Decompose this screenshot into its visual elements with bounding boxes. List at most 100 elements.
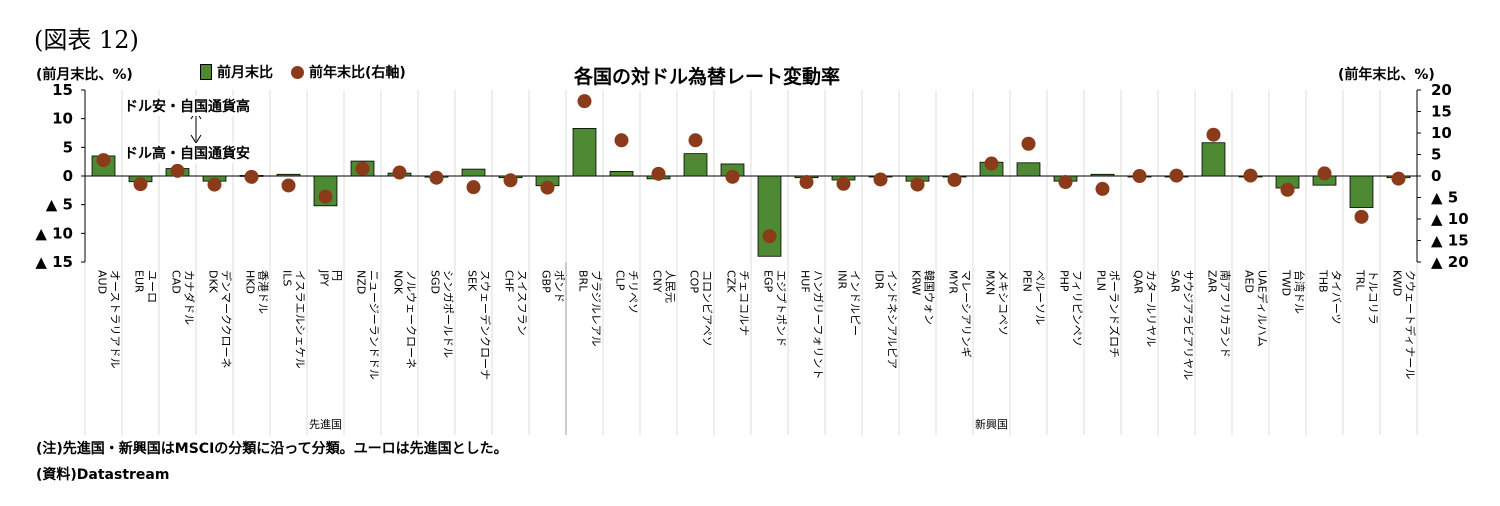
legend-item-dot: 前年末比(右軸) bbox=[291, 62, 406, 82]
category-name-label: スウェーデンクローナ bbox=[479, 270, 493, 380]
dot-czk bbox=[725, 169, 740, 184]
category-name-label: ニュージーランドドル bbox=[368, 270, 381, 380]
right-axis-unit: (前年末比、%) bbox=[1338, 67, 1435, 83]
legend-bar-label: 前月末比 bbox=[217, 65, 273, 81]
footnote: (注)先進国・新興国はMSCIの分類に沿って分類。ユーロは先進国とした。 bbox=[36, 441, 508, 457]
category-name-label: チェココルナ bbox=[738, 270, 751, 336]
category-code-label: PEN bbox=[1021, 270, 1034, 292]
legend-bar-swatch bbox=[200, 64, 212, 80]
dot-dkk bbox=[207, 177, 222, 192]
category-code-label: KRW bbox=[910, 270, 923, 295]
dot-qar bbox=[1132, 169, 1147, 183]
category-name-label: 香港ドル bbox=[257, 270, 270, 314]
category-code-label: PLN bbox=[1095, 270, 1108, 291]
category-code-label: INR bbox=[836, 270, 849, 289]
dot-pen bbox=[1021, 136, 1036, 151]
category-code-label: JPY bbox=[318, 269, 331, 287]
category-name-label: メキシコペソ bbox=[997, 270, 1010, 336]
category-code-label: PHP bbox=[1058, 270, 1071, 292]
category-code-label: ZAR bbox=[1206, 270, 1219, 293]
bar-zar bbox=[1201, 142, 1226, 177]
category-name-label: デンマーククローネ bbox=[220, 270, 234, 369]
dot-nok bbox=[392, 165, 407, 180]
right-axis-tick-label: 5 bbox=[1431, 146, 1441, 164]
category-code-label: COP bbox=[688, 270, 701, 293]
dot-kwd bbox=[1391, 171, 1406, 186]
source-note: (資料)Datastream bbox=[36, 467, 170, 483]
category-name-label: タイバーツ bbox=[1330, 270, 1343, 325]
dot-cny bbox=[651, 166, 666, 181]
category-name-label: オーストラリアドル bbox=[109, 270, 122, 368]
legend-item-bar: 前月末比 bbox=[200, 62, 273, 82]
right-axis-tick-label: ▲ 10 bbox=[1431, 210, 1469, 228]
category-code-label: DKK bbox=[207, 270, 220, 294]
dot-eur bbox=[133, 177, 148, 192]
category-code-label: CZK bbox=[725, 270, 738, 293]
bar-pen bbox=[1016, 162, 1041, 177]
category-code-label: QAR bbox=[1132, 270, 1145, 294]
category-name-label: トルコリラ bbox=[1367, 270, 1380, 325]
category-code-label: CAD bbox=[170, 270, 183, 294]
category-code-label: THB bbox=[1317, 269, 1330, 293]
dot-pln bbox=[1095, 181, 1110, 196]
chart-title: 各国の対ドル為替レート変動率 bbox=[574, 66, 841, 88]
right-axis-tick-label: 0 bbox=[1431, 167, 1441, 185]
bar-egp bbox=[757, 175, 782, 257]
dot-chf bbox=[503, 173, 518, 188]
category-name-label: ハンガリーフォリント bbox=[812, 270, 825, 379]
category-code-label: SEK bbox=[466, 270, 479, 292]
annotation-dollar-strong: ドル高・自国通貨安 bbox=[124, 143, 250, 163]
category-code-label: HUF bbox=[799, 270, 812, 293]
dot-cad bbox=[170, 163, 185, 178]
category-name-label: カナダドル bbox=[183, 270, 197, 325]
left-axis-tick-label: ▲ 15 bbox=[35, 253, 73, 271]
category-name-label: 台湾ドル bbox=[1293, 270, 1307, 314]
figure-label: (図表 12) bbox=[34, 26, 139, 54]
dot-brl bbox=[577, 94, 592, 109]
right-axis-tick-label: 15 bbox=[1431, 103, 1452, 121]
dot-cop bbox=[688, 133, 703, 148]
dot-clp bbox=[614, 133, 629, 148]
bar-ils bbox=[276, 173, 301, 177]
left-axis-tick-label: 15 bbox=[52, 81, 73, 99]
right-axis-tick-label: ▲ 20 bbox=[1431, 253, 1469, 271]
category-name-label: 人民元 bbox=[664, 270, 677, 303]
legend: 前月末比 前年末比(右軸) bbox=[200, 62, 424, 82]
annotation-dollar-weak: ドル安・自国通貨高 bbox=[124, 96, 250, 116]
category-name-label: ノルウェークローネ bbox=[405, 270, 418, 369]
dot-jpy bbox=[318, 189, 333, 204]
category-name-label: インドルピー bbox=[849, 270, 862, 336]
category-code-label: ILS bbox=[281, 270, 294, 286]
dot-nzd bbox=[355, 161, 370, 176]
category-code-label: BRL bbox=[577, 270, 590, 292]
category-code-label: IDR bbox=[873, 270, 886, 290]
category-name-label: スイスフラン bbox=[516, 270, 529, 336]
dot-twd bbox=[1280, 182, 1295, 197]
category-name-label: ポンド bbox=[553, 270, 566, 303]
category-name-label: フィリピンペソ bbox=[1071, 270, 1084, 347]
category-name-label: UAEディルハム bbox=[1256, 270, 1270, 347]
category-code-label: CLP bbox=[614, 270, 627, 291]
dot-php bbox=[1058, 175, 1073, 190]
category-name-label: ユーロ bbox=[146, 270, 159, 303]
dot-mxn bbox=[984, 156, 999, 171]
category-name-label: チリペソ bbox=[627, 270, 640, 314]
dot-ils bbox=[281, 178, 296, 193]
category-name-label: 円 bbox=[331, 270, 344, 281]
category-code-label: CNY bbox=[651, 270, 664, 293]
dot-aud bbox=[96, 153, 111, 168]
left-axis-unit: (前月末比、%) bbox=[36, 67, 133, 83]
right-axis-tick-label: 20 bbox=[1431, 81, 1452, 99]
bar-sek bbox=[461, 168, 486, 177]
dot-sar bbox=[1169, 168, 1184, 183]
left-axis-tick-label: 10 bbox=[52, 110, 73, 128]
dot-egp bbox=[762, 229, 777, 244]
category-code-label: AUD bbox=[96, 270, 109, 294]
dot-sgd bbox=[429, 170, 444, 185]
dot-hkd bbox=[244, 169, 259, 184]
dot-gbp bbox=[540, 180, 555, 195]
dot-trl bbox=[1354, 209, 1369, 224]
category-name-label: エジプトポンド bbox=[775, 270, 788, 347]
category-code-label: HKD bbox=[244, 270, 257, 294]
